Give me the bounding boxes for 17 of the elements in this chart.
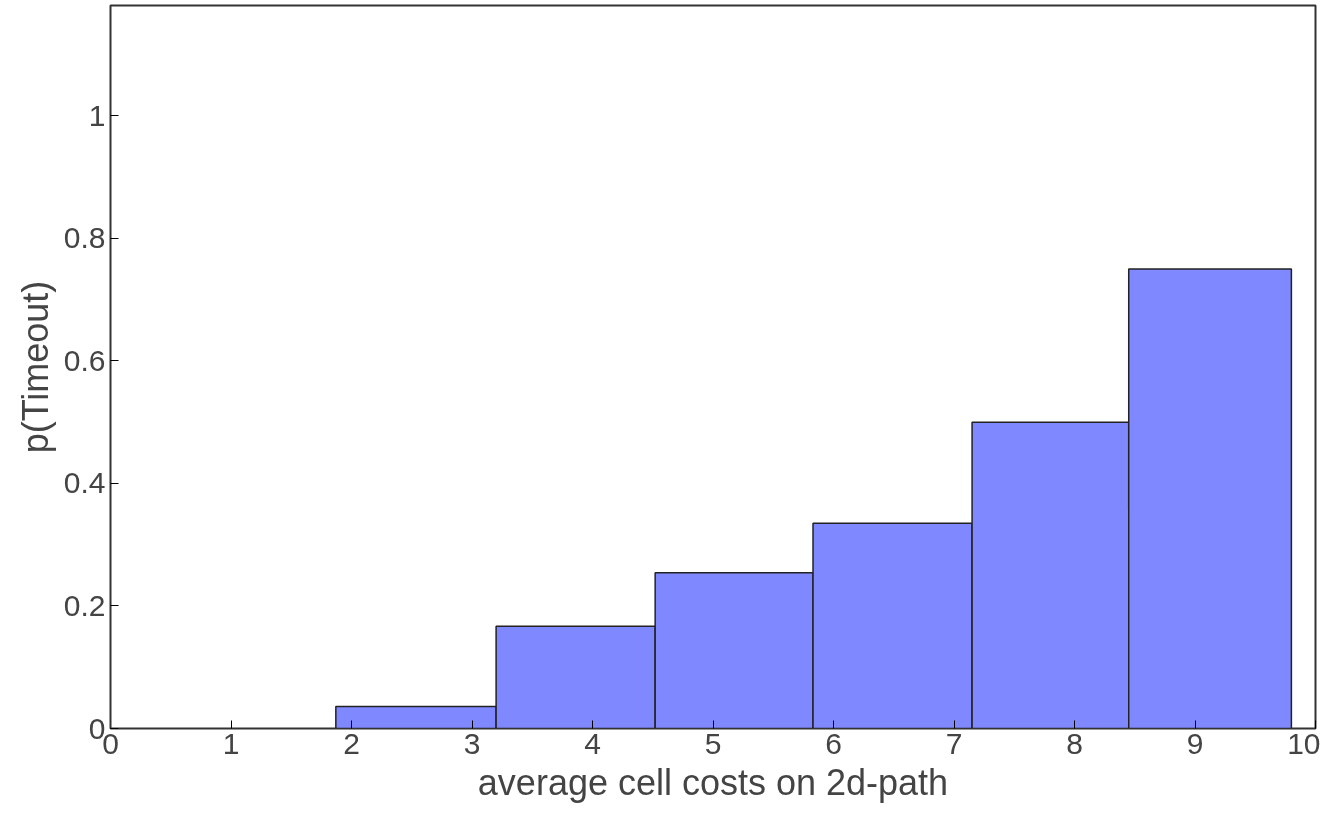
x-tick-label: 8	[1066, 726, 1083, 760]
y-axis-title: p(Timeout)	[14, 280, 56, 454]
x-tick-label: 9	[1186, 726, 1204, 760]
x-tick-label: 1	[222, 726, 240, 760]
y-tick-label: 1	[88, 98, 106, 132]
y-tick-label: 0.2	[63, 588, 106, 622]
y-tick-label: 0.6	[63, 343, 106, 377]
x-tick-label: 4	[584, 726, 601, 760]
x-tick-label: 6	[825, 726, 842, 760]
x-tick-label: 5	[704, 726, 722, 760]
y-tick-label: 0.4	[63, 466, 106, 500]
x-axis-title: average cell costs on 2d-path	[477, 761, 949, 803]
x-tick-label: 2	[343, 726, 360, 760]
x-tick-label: 7	[945, 726, 963, 760]
y-tick-label: 0.8	[63, 221, 106, 255]
x-tick-label: 10	[1287, 726, 1321, 760]
x-tick-label: 3	[463, 726, 481, 760]
